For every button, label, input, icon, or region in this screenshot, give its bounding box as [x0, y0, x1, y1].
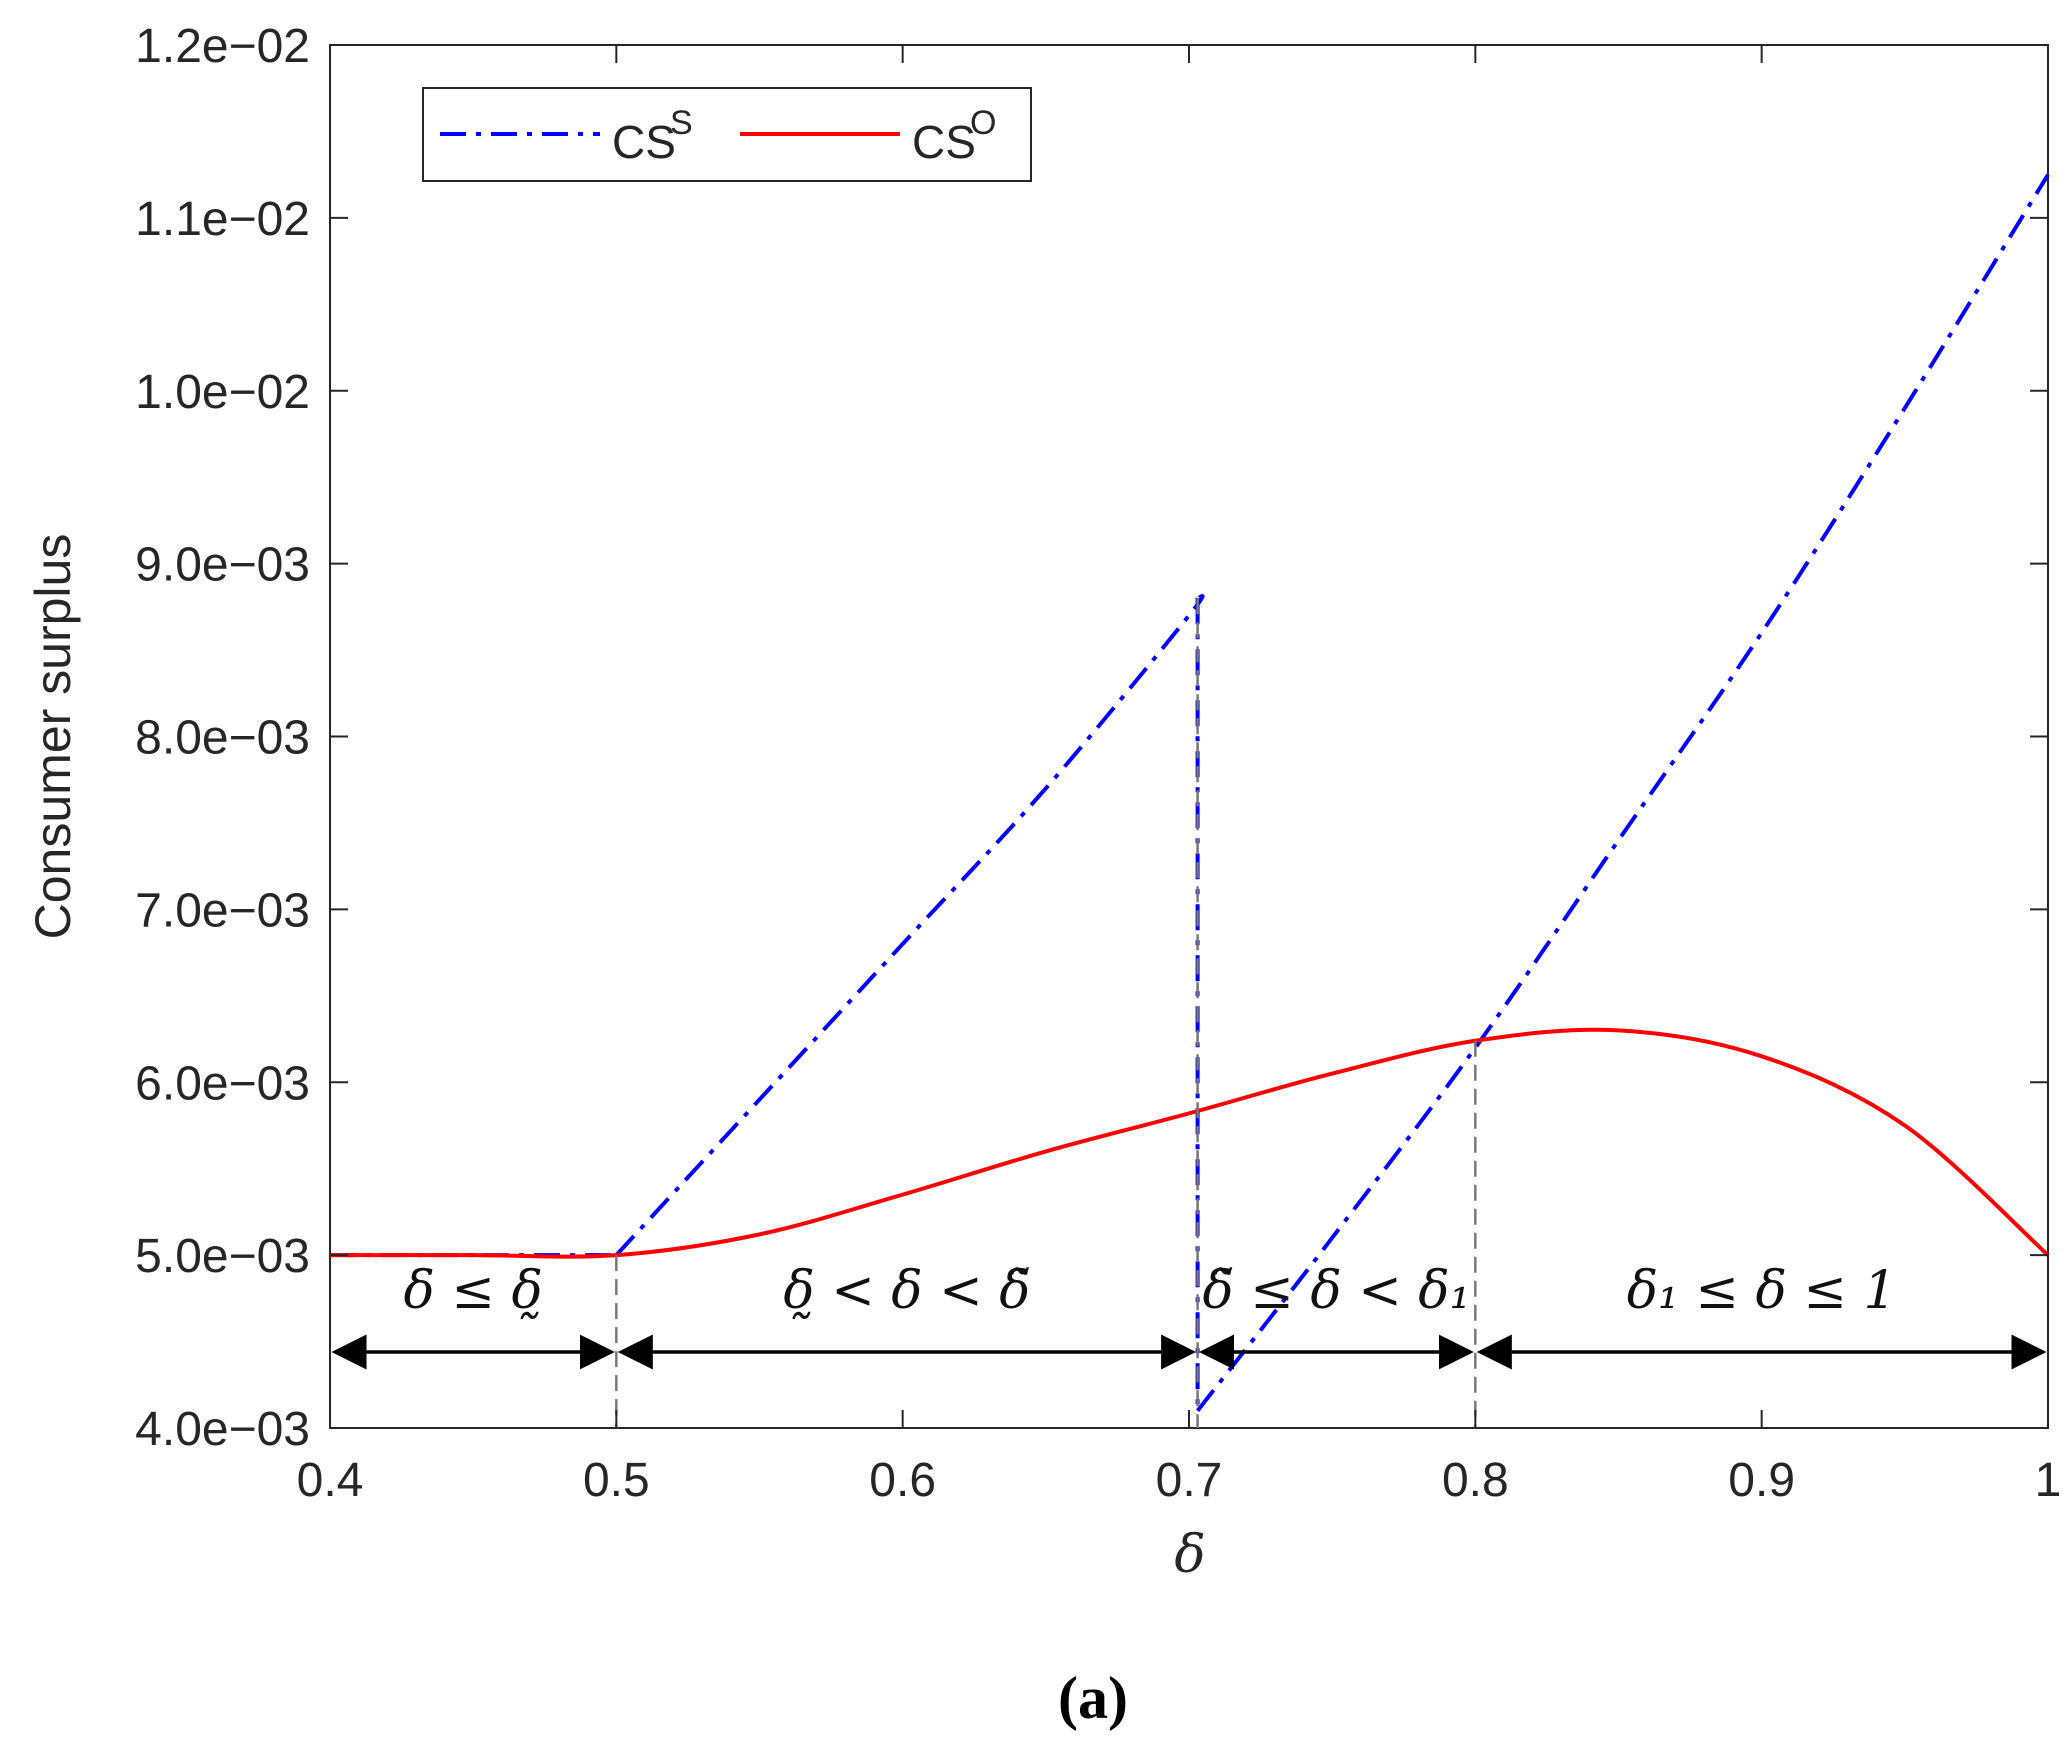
series-line	[329, 1027, 2050, 1259]
x-tick-label: 0.5	[583, 1454, 650, 1507]
plot-frame	[329, 44, 2049, 1429]
y-tick-label: 5.0e−03	[135, 1230, 310, 1283]
series-cs-o	[329, 1027, 2050, 1259]
y-tick-label: 1.1e−02	[135, 193, 310, 246]
plot-area	[329, 44, 2049, 1429]
series-line	[1196, 173, 2050, 1412]
legend: CSS CSO	[422, 87, 1032, 182]
axes: 0.4 0.5 0.6 0.7 0.8 0.9 1 4.0e−03 5.0e−03 6.0e−03…	[25, 20, 2061, 1585]
legend-label-superscript: S	[670, 104, 693, 142]
region-label: δ̰ < δ < δ̃	[783, 1261, 1030, 1321]
x-tick-label: 0.6	[869, 1454, 936, 1507]
figure-caption: (a)	[1058, 1665, 1128, 1731]
y-tick-label: 6.0e−03	[135, 1057, 310, 1110]
legend-box	[422, 87, 1032, 182]
x-tick-label: 0.8	[1442, 1454, 1509, 1507]
x-tick-label: 0.9	[1728, 1454, 1795, 1507]
region-annotations: δ ≤ δ̰ δ̰ < δ < δ̃ δ̃ ≤ δ < δ₁ δ₁ ≤ δ ≤ 1	[404, 1261, 1897, 1321]
y-tick-label: 1.0e−02	[135, 366, 310, 419]
y-tick-label: 9.0e−03	[135, 539, 310, 592]
y-axis-title: Consumer surplus	[25, 534, 81, 940]
x-axis-title: δ	[1174, 1525, 1205, 1585]
region-boundaries	[615, 598, 1477, 1428]
legend-label-superscript: O	[970, 104, 996, 142]
region-label: δ̃ ≤ δ < δ₁	[1202, 1261, 1470, 1321]
x-tick-label: 1	[2035, 1454, 2062, 1507]
x-tick-label: 0.4	[297, 1454, 364, 1507]
y-tick-label: 4.0e−03	[135, 1403, 310, 1456]
series-line	[614, 594, 1205, 1257]
legend-label: CS	[612, 116, 676, 168]
x-tick-label: 0.7	[1156, 1454, 1223, 1507]
region-label: δ ≤ δ̰	[404, 1261, 543, 1321]
legend-label: CS	[912, 116, 976, 168]
y-tick-label: 1.2e−02	[135, 20, 310, 73]
y-tick-label: 7.0e−03	[135, 884, 310, 937]
y-tick-label: 8.0e−03	[135, 712, 310, 765]
region-label: δ₁ ≤ δ ≤ 1	[1627, 1261, 1897, 1321]
